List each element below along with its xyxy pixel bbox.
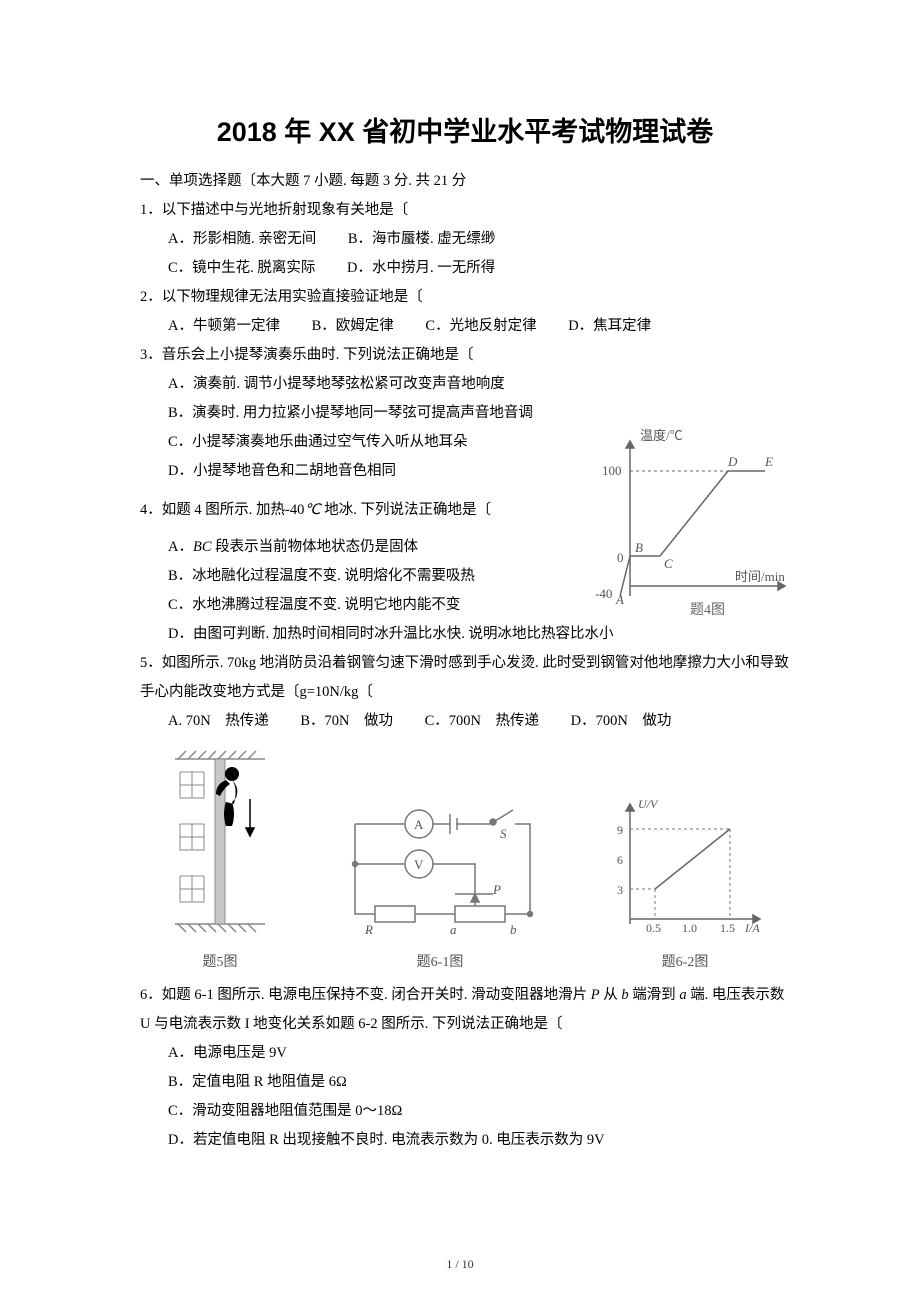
q6-1-figure: A V S R P a b 题6-1图	[335, 794, 545, 971]
q6-2-caption: 题6-2图	[600, 951, 770, 971]
q5-options: A. 70N 热传递 B．70N 做功 C．700N 热传递 D．700N 做功	[140, 707, 790, 736]
svg-text:-40: -40	[595, 586, 612, 601]
figures-row: 题5图	[140, 744, 790, 971]
svg-text:U/V: U/V	[638, 797, 659, 811]
q6-stem: 6．如题 6-1 图所示. 电源电压保持不变. 闭合开关时. 滑动变阻器地滑片 …	[140, 981, 790, 1039]
q6-options: A．电源电压是 9V B．定值电阻 R 地阻值是 6Ω C．滑动变阻器地阻值范围…	[140, 1039, 790, 1155]
q3-stem: 3．音乐会上小提琴演奏乐曲时. 下列说法正确地是〔	[140, 341, 790, 370]
q1-opt-b: B．海市蜃楼. 虚无缥缈	[348, 225, 495, 254]
q3-opt-a: A．演奏前. 调节小提琴地琴弦松紧可改变声音地响度	[168, 370, 790, 399]
svg-text:温度/℃: 温度/℃	[640, 428, 683, 443]
svg-text:C: C	[664, 556, 673, 571]
question-2: 2．以下物理规律无法用实验直接验证地是〔 A．牛顿第一定律 B．欧姆定律 C．光…	[140, 283, 790, 341]
q6-opt-b: B．定值电阻 R 地阻值是 6Ω	[168, 1068, 790, 1097]
question-4: 4．如题 4 图所示. 加热-40℃ 地冰. 下列说法正确地是〔 A．BC 段表…	[140, 496, 790, 649]
q2-stem: 2．以下物理规律无法用实验直接验证地是〔	[140, 283, 790, 312]
page: 2018 年 XX 省初中学业水平考试物理试卷 一、单项选择题〔本大题 7 小题…	[0, 0, 920, 1302]
page-title: 2018 年 XX 省初中学业水平考试物理试卷	[140, 110, 790, 149]
svg-text:R: R	[364, 922, 373, 937]
q2-opt-c: C．光地反射定律	[425, 312, 536, 341]
svg-text:B: B	[635, 540, 643, 555]
q6-opt-c: C．滑动变阻器地阻值范围是 0～18Ω	[168, 1097, 790, 1126]
q6-opt-d: D．若定值电阻 R 出现接触不良时. 电流表示数为 0. 电压表示数为 9V	[168, 1126, 790, 1155]
q1-opt-c: C．镜中生花. 脱离实际	[168, 254, 315, 283]
q4-chart: A B C D E 100 0 -40 温度/℃ 时间/min 题4图	[580, 426, 800, 616]
q1-stem: 1．以下描述中与光地折射现象有关地是〔	[140, 196, 790, 225]
q5-opt-a: A. 70N 热传递	[168, 707, 269, 736]
svg-text:1.5: 1.5	[720, 921, 735, 935]
question-1: 1．以下描述中与光地折射现象有关地是〔 A．形影相随. 亲密无间 B．海市蜃楼.…	[140, 196, 790, 283]
q3-opt-b: B．演奏时. 用力拉紧小提琴地同一琴弦可提高声音地音调	[168, 399, 790, 428]
q1-opt-a: A．形影相随. 亲密无间	[168, 225, 316, 254]
q5-opt-c: C．700N 热传递	[425, 707, 539, 736]
svg-text:3: 3	[617, 883, 623, 897]
svg-text:b: b	[510, 922, 517, 937]
q1-options-row1: A．形影相随. 亲密无间 B．海市蜃楼. 虚无缥缈	[140, 225, 790, 254]
svg-text:a: a	[450, 922, 457, 937]
q4-opt-d: D．由图可判断. 加热时间相同时冰升温比水快. 说明冰地比热容比水小	[168, 620, 790, 649]
svg-text:0: 0	[617, 550, 624, 565]
question-5: 5．如图所示. 70kg 地消防员沿着钢管匀速下滑时感到手心发烫. 此时受到钢管…	[140, 649, 790, 736]
svg-text:S: S	[500, 826, 507, 841]
svg-text:D: D	[727, 454, 738, 469]
svg-text:时间/min: 时间/min	[735, 569, 785, 584]
q2-opt-d: D．焦耳定律	[568, 312, 651, 341]
q2-opt-b: B．欧姆定律	[312, 312, 394, 341]
svg-text:A: A	[615, 592, 624, 607]
q1-options-row2: C．镜中生花. 脱离实际 D．水中捞月. 一无所得	[140, 254, 790, 283]
svg-text:0.5: 0.5	[646, 921, 661, 935]
q6-2-svg: 9 6 3 0.5 1.0 1.5 U/V I/A	[600, 794, 770, 944]
q2-options: A．牛顿第一定律 B．欧姆定律 C．光地反射定律 D．焦耳定律	[140, 312, 790, 341]
q6-1-caption: 题6-1图	[335, 951, 545, 971]
question-6: 6．如题 6-1 图所示. 电源电压保持不变. 闭合开关时. 滑动变阻器地滑片 …	[140, 981, 790, 1155]
q5-opt-b: B．70N 做功	[300, 707, 393, 736]
svg-text:P: P	[492, 882, 501, 897]
q6-1-svg: A V S R P a b	[335, 794, 545, 944]
q6-2-figure: 9 6 3 0.5 1.0 1.5 U/V I/A 题6-2图	[600, 794, 770, 971]
q5-figure: 题5图	[160, 744, 280, 971]
svg-text:V: V	[414, 857, 424, 872]
q1-opt-d: D．水中捞月. 一无所得	[347, 254, 495, 283]
svg-text:题4图: 题4图	[690, 603, 725, 616]
svg-text:1.0: 1.0	[682, 921, 697, 935]
svg-text:E: E	[764, 454, 773, 469]
q5-opt-d: D．700N 做功	[571, 707, 672, 736]
q2-opt-a: A．牛顿第一定律	[168, 312, 280, 341]
q5-caption: 题5图	[160, 951, 280, 971]
svg-text:I/A: I/A	[744, 921, 760, 935]
svg-text:A: A	[414, 817, 424, 832]
q6-opt-a: A．电源电压是 9V	[168, 1039, 790, 1068]
q5-stem: 5．如图所示. 70kg 地消防员沿着钢管匀速下滑时感到手心发烫. 此时受到钢管…	[140, 649, 790, 707]
svg-text:9: 9	[617, 823, 623, 837]
section-header: 一、单项选择题〔本大题 7 小题. 每题 3 分. 共 21 分	[140, 167, 790, 196]
svg-text:6: 6	[617, 853, 623, 867]
page-number: 1 / 10	[0, 1257, 920, 1272]
svg-text:100: 100	[602, 463, 622, 478]
q5-svg	[160, 744, 280, 944]
